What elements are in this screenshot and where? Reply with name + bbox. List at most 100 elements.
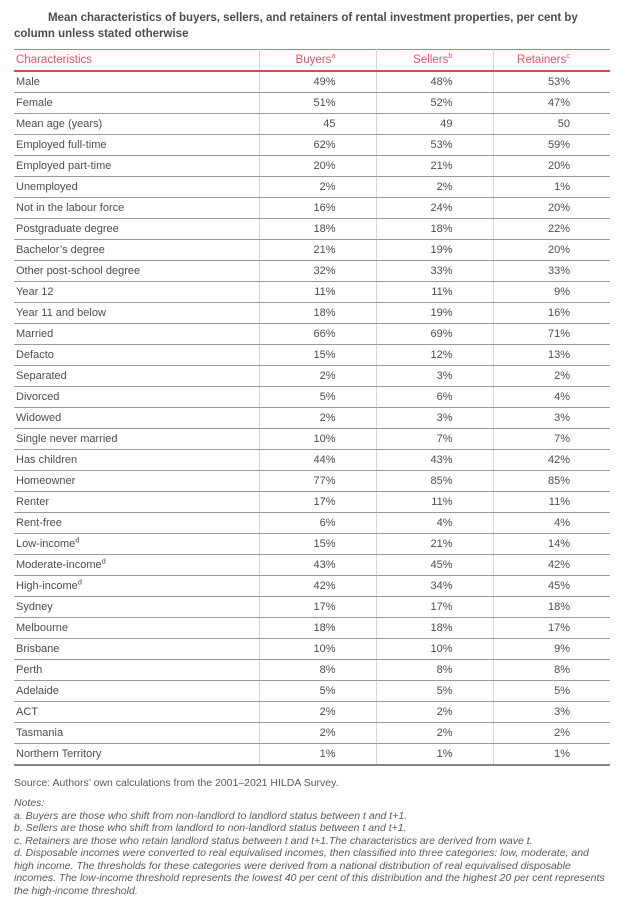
retainers-value-cell: 2% [492,722,610,744]
row-label-cell: Year 12 [14,281,259,303]
sellers-value-cell: 3% [375,365,493,387]
sellers-value-cell: 7% [375,428,493,450]
buyers-value-cell: 6% [258,512,376,534]
row-label-cell: High-incomed [14,575,259,597]
retainers-value-cell: 42% [492,449,610,471]
row-label: Female [16,97,53,109]
buyers-value-cell: 20% [258,155,376,177]
col-header-label: Buyers [295,54,332,66]
table-row: Female 51% 52% 47% [14,92,610,114]
row-label-cell: Separated [14,365,259,387]
table-row: Homeowner 77% 85% 85% [14,470,610,492]
row-label-cell: Sydney [14,596,259,618]
table-row: Melbourne 18% 18% 17% [14,617,610,639]
table-row: Employed part-time 20% 21% 20% [14,155,610,177]
buyers-value-cell: 16% [258,197,376,219]
buyers-value-cell: 17% [258,491,376,513]
sellers-value-cell: 2% [375,176,493,198]
sellers-value-cell: 8% [375,659,493,681]
row-label-cell: Low-incomed [14,533,259,555]
row-label-cell: Has children [14,449,259,471]
buyers-value-cell: 66% [258,323,376,345]
table-row: Single never married 10% 7% 7% [14,428,610,450]
buyers-value-cell: 42% [258,575,376,597]
buyers-value-cell: 44% [258,449,376,471]
sellers-value-cell: 18% [375,617,493,639]
table-row: Sydney 17% 17% 18% [14,596,610,618]
row-label-cell: Mean age (years) [14,113,259,135]
row-label: Employed full-time [16,139,107,151]
retainers-value-cell: 18% [492,596,610,618]
col-header-label: Characteristics [16,54,93,66]
notes-heading: Notes: [14,797,45,809]
retainers-value-cell: 2% [492,365,610,387]
retainers-value-cell: 16% [492,302,610,324]
buyers-value-cell: 10% [258,638,376,660]
row-label: Single never married [16,433,118,445]
retainers-value-cell: 4% [492,512,610,534]
sellers-value-cell: 12% [375,344,493,366]
sellers-value-cell: 6% [375,386,493,408]
row-label: Adelaide [16,685,59,697]
sellers-value-cell: 2% [375,722,493,744]
row-label-cell: Adelaide [14,680,259,702]
note-a: a. Buyers are those who shift from non-l… [14,809,408,822]
row-label-cell: Moderate-incomed [14,554,259,576]
table-row: Mean age (years) 45 49 50 [14,113,610,135]
buyers-value-cell: 15% [258,344,376,366]
table-row: Married 66% 69% 71% [14,323,610,345]
col-header-label: Retainers [517,54,567,66]
note-d: d. Disposable incomes were converted to … [14,847,605,897]
table-row: Low-incomed 15% 21% 14% [14,533,610,555]
buyers-value-cell: 21% [258,239,376,261]
row-label: Mean age (years) [16,118,103,130]
retainers-value-cell: 45% [492,575,610,597]
row-label-cell: Northern Territory [14,743,259,766]
table-row: Postgraduate degree 18% 18% 22% [14,218,610,240]
buyers-value-cell: 32% [258,260,376,282]
sellers-value-cell: 21% [375,155,493,177]
row-label: Low-income [16,538,76,550]
row-label-cell: Rent-free [14,512,259,534]
row-label: Male [16,76,40,88]
retainers-value-cell: 11% [492,491,610,513]
retainers-value-cell: 4% [492,386,610,408]
table-row: ACT 2% 2% 3% [14,701,610,723]
row-label-cell: Postgraduate degree [14,218,259,240]
table-row: Divorced 5% 6% 4% [14,386,610,408]
row-label: Rent-free [16,517,62,529]
note-b: b. Sellers are those who shift from land… [14,822,407,834]
table-row: Rent-free 6% 4% 4% [14,512,610,534]
table-row: Northern Territory 1% 1% 1% [14,743,610,766]
buyers-value-cell: 77% [258,470,376,492]
table-row: Brisbane 10% 10% 9% [14,638,610,660]
buyers-value-cell: 2% [258,176,376,198]
col-header-label: Sellers [413,54,449,66]
buyers-value-cell: 2% [258,407,376,429]
row-label: Perth [16,664,43,676]
buyers-value-cell: 18% [258,617,376,639]
buyers-value-cell: 11% [258,281,376,303]
table-row: Has children 44% 43% 42% [14,449,610,471]
buyers-value-cell: 49% [258,71,376,93]
row-label-cell: Brisbane [14,638,259,660]
row-label-cell: ACT [14,701,259,723]
sellers-value-cell: 24% [375,197,493,219]
retainers-value-cell: 1% [492,743,610,766]
col-header-sellers: Sellersb [375,49,493,72]
buyers-value-cell: 10% [258,428,376,450]
sellers-value-cell: 17% [375,596,493,618]
sellers-value-cell: 69% [375,323,493,345]
row-label: Other post-school degree [16,265,141,277]
row-label-cell: Single never married [14,428,259,450]
sellers-value-cell: 21% [375,533,493,555]
retainers-value-cell: 20% [492,155,610,177]
retainers-value-cell: 8% [492,659,610,681]
retainers-value-cell: 53% [492,71,610,93]
buyers-value-cell: 2% [258,365,376,387]
row-label-cell: Male [14,71,259,93]
buyers-value-cell: 5% [258,680,376,702]
table-title: Mean characteristics of buyers, sellers,… [14,12,578,40]
table-row: Male 49% 48% 53% [14,71,610,93]
table-row: Not in the labour force 16% 24% 20% [14,197,610,219]
